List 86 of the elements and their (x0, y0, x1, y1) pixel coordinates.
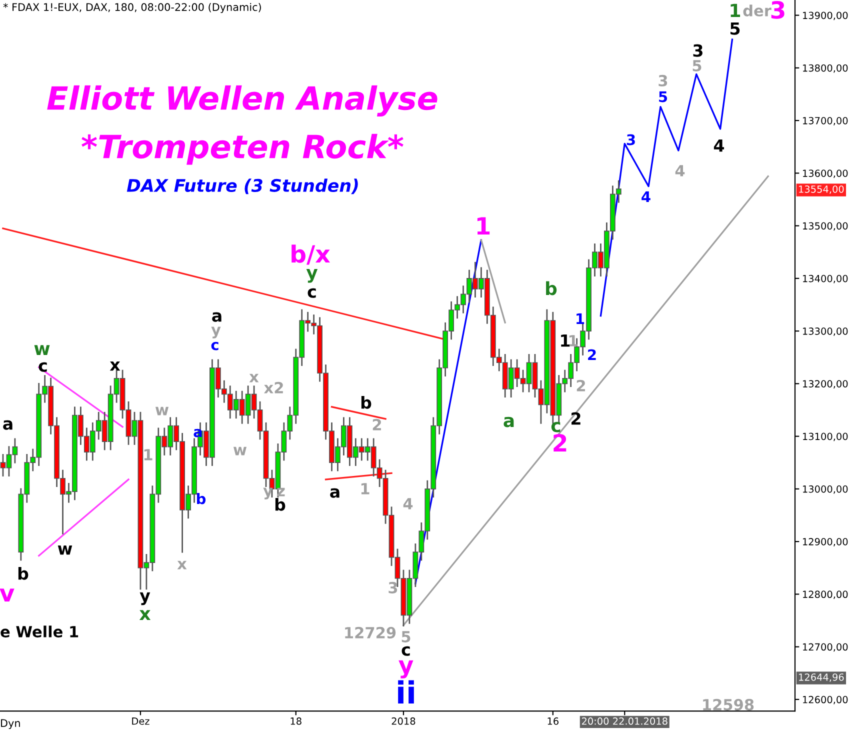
annotation: w (58, 545, 72, 555)
annotation: 5 (730, 22, 740, 35)
annotation: 3 (388, 582, 398, 594)
annotation: 2 (554, 434, 566, 452)
annotation: b (546, 281, 557, 296)
annotation: 3 (658, 74, 668, 86)
annotation: 1 (730, 4, 740, 17)
annotation: 2 (372, 418, 381, 430)
annotation: DAX Future (3 Stunden) (126, 178, 358, 194)
annotation: 1 (561, 334, 570, 347)
annotation: v (0, 588, 14, 602)
annotation: c (211, 342, 218, 350)
annotation: c (308, 288, 316, 298)
text: 13554,00 (799, 185, 844, 194)
annotation: ii (398, 680, 414, 704)
annotation: a (194, 428, 202, 438)
annotation: a (504, 416, 514, 428)
annotation: der (743, 4, 772, 16)
x-tick-label: Dez (132, 718, 150, 725)
y-tick-label: 13600,00 (803, 170, 848, 178)
y-tick-label: 13500,00 (803, 222, 848, 231)
y-tick-label: 13300,00 (803, 328, 848, 336)
y-tick-label: 12600,00 (803, 696, 848, 704)
y-tick-label: 13200,00 (803, 380, 848, 388)
annotation: 1 (144, 449, 152, 460)
annotation: b (275, 498, 286, 511)
annotation: w (34, 345, 50, 355)
x-tick-label: 16 (548, 717, 558, 725)
annotation: w (233, 446, 247, 456)
y-tick-label: 13900,00 (803, 12, 848, 20)
annotation: c (551, 422, 560, 432)
text: 12644,96 (799, 673, 844, 682)
annotation: 2 (576, 380, 585, 392)
annotation: * FDAX 1!-EUX, DAX, 180, 08:00-22:00 (Dynamic) (3, 2, 261, 14)
annotation: 1 (576, 313, 584, 324)
annotation: 2 (572, 412, 580, 425)
annotation: 4 (403, 498, 413, 510)
annotation: 2 (588, 349, 596, 360)
annotation: 3 (626, 134, 635, 146)
annotation: b (361, 396, 372, 409)
annotation: b/x (292, 244, 330, 265)
annotation: y (398, 660, 414, 678)
annotation: c (402, 646, 410, 656)
annotation: 3 (771, 0, 784, 19)
annotation: a (212, 312, 222, 322)
y-tick-label: 13400,00 (803, 274, 848, 284)
annotation: b (197, 492, 206, 504)
x-tick-label: 20:00 22.01.2018 (582, 717, 668, 725)
x-tick-label: 18 (290, 717, 302, 725)
annotation: x (177, 560, 187, 570)
annotation: x2 (264, 382, 283, 394)
annotation: x (110, 361, 120, 371)
annotation: x (139, 610, 151, 620)
annotation: a (330, 488, 340, 498)
annotation: 5 (692, 60, 702, 72)
annotation: c (38, 362, 47, 372)
y-tick-label: 12700,00 (803, 643, 848, 652)
annotation: 5 (659, 91, 668, 102)
y-tick-label: 13100,00 (803, 432, 848, 442)
annotation: w (155, 406, 169, 416)
annotation: 1 (477, 217, 490, 235)
annotation: y (211, 326, 221, 338)
annotation: 3 (693, 44, 702, 57)
annotation: b (18, 566, 28, 580)
annotation: 5 (402, 631, 410, 642)
x-tick-label: 2018 (392, 717, 416, 725)
y-tick-label: 12800,00 (803, 590, 848, 599)
y-tick-label: 13700,00 (803, 116, 848, 126)
text: Elliott Wellen Analyse (47, 85, 438, 117)
annotation: a (3, 420, 12, 430)
y-tick-label: 12900,00 (803, 538, 848, 546)
text: *Trompeten Rock* (82, 134, 404, 165)
y-tick-label: 13000,00 (803, 485, 848, 494)
annotation: y (306, 268, 318, 283)
annotation: e Welle 1 (0, 626, 78, 638)
y-tick-label: 13800,00 (803, 64, 848, 73)
annotation: 4 (675, 165, 685, 176)
annotation: 4 (714, 139, 724, 152)
text: Dyn (1, 719, 20, 730)
annotation: x (249, 374, 259, 382)
annotation: y (140, 592, 150, 606)
annotation: 12598 (703, 698, 754, 710)
annotation: 1 (361, 483, 370, 494)
annotation: 4 (642, 191, 650, 202)
line-series (600, 38, 734, 317)
annotation: 12729 (345, 626, 396, 638)
